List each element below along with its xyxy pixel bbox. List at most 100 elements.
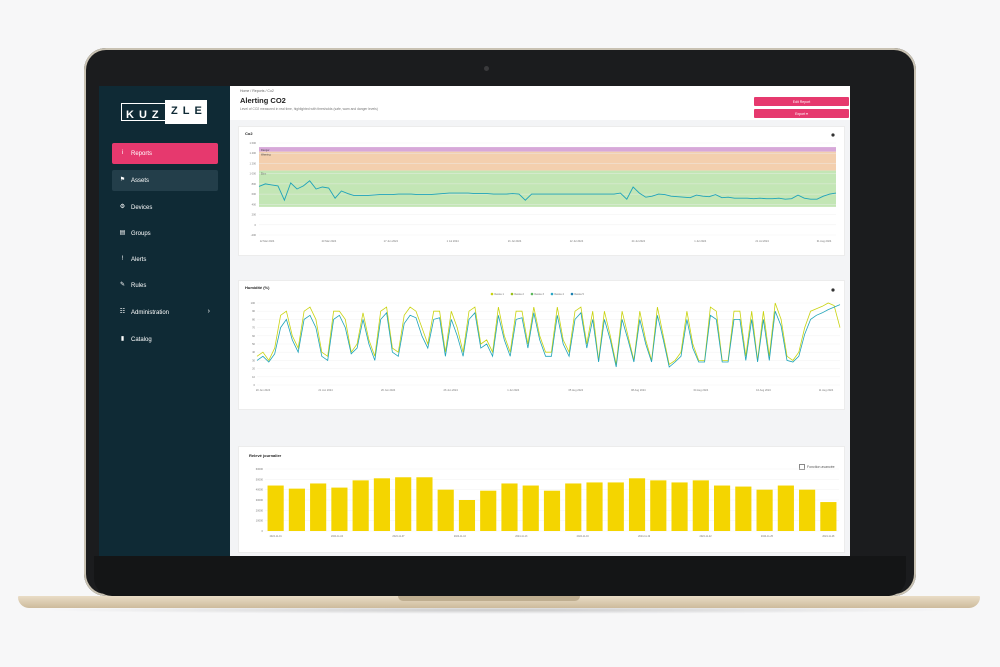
y-tick-label: -200: [251, 233, 257, 237]
y-tick-label: 80: [252, 317, 255, 321]
y-tick-label: 100: [251, 301, 256, 305]
humidity-series-line: [256, 302, 841, 366]
energy-card-title: Relevé journalier: [249, 453, 282, 458]
sidebar-item-administration[interactable]: ☷ Administration ›: [112, 302, 218, 323]
sidebar-item-label: Administration: [131, 309, 170, 316]
band-warning: [259, 151, 836, 171]
y-tick-label: 600: [252, 192, 257, 196]
legend-label: Device 5: [575, 293, 585, 296]
x-tick-label: 21 Jul 2024: [755, 239, 769, 243]
x-tick-label: 2024-11-22: [700, 535, 713, 538]
band-safe: [259, 170, 836, 207]
energy-chart: 60000 50000 40000 30000 20000 10000 0 2024-11-0…: [256, 467, 839, 538]
co2-card-title: Co2: [245, 131, 253, 136]
bar: [692, 480, 709, 531]
users-icon: ☷: [119, 309, 126, 315]
x-tick-label: 2024-11-25: [761, 535, 774, 538]
x-tick-label: 05 Aug 2024: [568, 388, 583, 392]
y-tick-label: 50: [252, 342, 255, 346]
band-label: Danger: [261, 148, 270, 152]
x-tick-label: 26 Jun 2024: [444, 388, 459, 392]
page-header: Home / Reports / Co2 Alerting CO2 Level …: [230, 86, 850, 120]
bar: [480, 490, 497, 531]
co2-card: Co2 Danger Warning Bien 1 600 1 400 1 200 1 00…: [238, 126, 845, 256]
x-tick-label: 2024-11-19: [638, 535, 651, 538]
sidebar-item-groups[interactable]: ▤ Groups: [112, 223, 218, 244]
legend-label: Device 1: [495, 293, 505, 296]
sidebar-item-catalog[interactable]: ▮ Catalog: [112, 329, 218, 350]
y-tick-label: 0: [254, 383, 256, 387]
y-tick-label: 10: [252, 375, 255, 379]
bar: [501, 483, 518, 531]
x-tick-label: 21 Jul 2024: [508, 239, 522, 243]
bar: [607, 482, 624, 531]
energy-card: Relevé journalier Fonction avancée 60000…: [238, 446, 845, 553]
bar: [671, 482, 688, 531]
band-label: Warning: [261, 153, 271, 157]
sidebar-item-assets[interactable]: ⚑ Assets: [112, 170, 218, 191]
edit-report-button[interactable]: Edit Report: [754, 97, 849, 106]
chevron-right-icon: ›: [207, 308, 210, 315]
x-tick-label: 23 Mar 2024: [322, 239, 337, 243]
x-tick-label: 2024-11-13: [515, 535, 528, 538]
legend-swatch: [530, 292, 534, 296]
laptop-base: [18, 596, 980, 608]
kuzzle-logo[interactable]: KUZ ZLE: [121, 100, 207, 124]
book-icon: ▮: [120, 336, 125, 342]
y-tick-label: 40: [252, 350, 255, 354]
laptop-shadow: [40, 606, 960, 614]
sidebar-item-devices[interactable]: ⚙ Devices: [112, 197, 218, 218]
humidity-series-line: [256, 304, 841, 368]
band-danger: [259, 147, 836, 152]
sidebar-item-reports[interactable]: i Reports: [112, 143, 218, 164]
y-tick-label: 1 400: [250, 151, 257, 155]
x-tick-label: 1 Jul 2024: [694, 239, 707, 243]
y-tick-label: 1 600: [250, 141, 257, 145]
y-tick-label: 1 200: [250, 161, 257, 165]
sidebar-item-label: Reports: [131, 150, 153, 157]
sidebar-item-label: Groups: [131, 230, 151, 237]
x-tick-label: 04 Aug 2024: [694, 388, 709, 392]
sidebar-item-label: Devices: [131, 204, 153, 211]
page-subtitle: Level of CO2 measured in real time, high…: [240, 107, 378, 111]
advanced-toggle-label: Fonction avancée: [807, 465, 835, 469]
legend-label: Device 3: [535, 293, 545, 296]
download-icon: [831, 133, 835, 137]
humidity-card-title: Humidité (%): [245, 285, 270, 290]
x-tick-label: 08 Aug 2024: [631, 388, 646, 392]
x-tick-label: 10 Aug 2024: [756, 388, 771, 392]
page-title: Alerting CO2: [240, 96, 286, 105]
x-tick-label: 2024-11-28: [822, 535, 835, 538]
x-tick-label: 17 Jun 2024: [384, 239, 399, 243]
legend-swatch: [510, 292, 514, 296]
sidebar-item-rules[interactable]: ✎ Rules: [112, 275, 218, 296]
layers-icon: ▤: [119, 230, 126, 236]
bar: [458, 500, 476, 531]
y-tick-label: 200: [252, 213, 257, 217]
bar: [820, 502, 837, 531]
x-tick-label: 12 Mar 2024: [260, 239, 275, 243]
bar: [713, 485, 731, 531]
x-tick-label: 1 Jul 2024: [507, 388, 520, 392]
y-tick-label: 1 000: [250, 172, 257, 176]
x-tick-label: 31 Aug 2024: [817, 239, 832, 243]
export-button[interactable]: Export ▾: [754, 109, 849, 118]
sidebar-item-alerts[interactable]: ! Alerts: [112, 249, 218, 270]
checkbox-icon[interactable]: [799, 464, 805, 470]
bar: [437, 489, 454, 531]
bar: [735, 486, 752, 531]
rules-icon: ✎: [119, 282, 126, 288]
bar: [395, 477, 412, 531]
y-tick-label: 60: [252, 334, 255, 338]
legend-label: Device 4: [555, 293, 565, 296]
x-tick-label: 1 Jul 2024: [447, 239, 460, 243]
bar: [522, 485, 539, 531]
advanced-toggle[interactable]: Fonction avancée: [799, 464, 835, 470]
y-tick-label: 400: [252, 202, 257, 206]
main-content: Home / Reports / Co2 Alerting CO2 Level …: [230, 86, 850, 556]
y-tick-label: 10000: [256, 519, 264, 523]
breadcrumb[interactable]: Home / Reports / Co2: [240, 89, 274, 93]
x-tick-label: 11 Aug 2024: [819, 388, 834, 392]
x-tick-label: 2024-11-10: [454, 535, 467, 538]
sidebar: KUZ ZLE i Reports ⚑ Assets ⚙ Devices ▤ Groups ! A…: [99, 86, 230, 556]
